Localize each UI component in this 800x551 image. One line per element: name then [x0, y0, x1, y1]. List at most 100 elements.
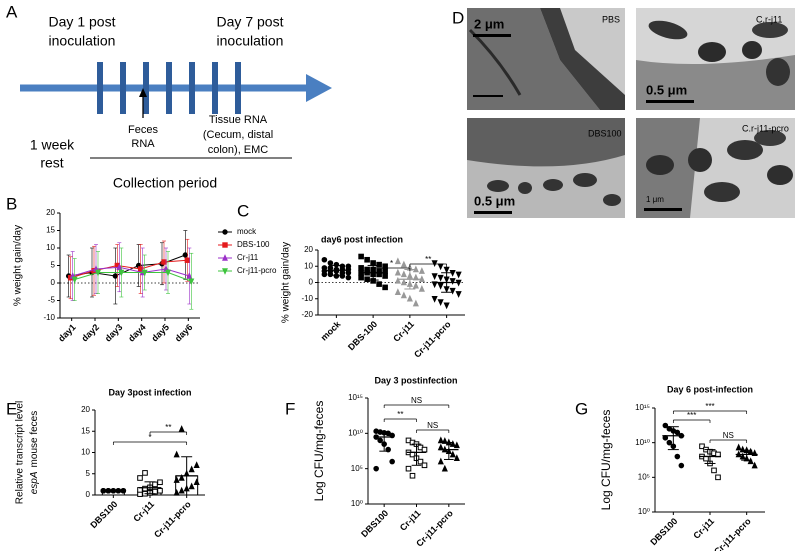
data-point: [453, 454, 460, 462]
data-point: [405, 465, 412, 472]
panel-label: D: [452, 8, 464, 27]
series-line: [74, 272, 192, 282]
legend-marker: [222, 254, 228, 261]
data-point: [345, 274, 352, 281]
y-tick-label: -10: [301, 294, 313, 303]
data-point: [449, 450, 456, 458]
panel-label: G: [575, 399, 588, 418]
data-point: [358, 274, 364, 281]
micrograph: [467, 118, 625, 218]
data-point: [358, 265, 364, 271]
y-tick-label: 0: [86, 490, 91, 499]
chart-title: Day 3post infection: [108, 387, 191, 397]
data-point: [377, 437, 383, 444]
x-tick-label: day5: [150, 322, 172, 344]
x-tick-label: DBS100: [359, 508, 390, 539]
rest-label: rest: [40, 155, 63, 171]
y-tick-label: 10¹⁵: [635, 403, 650, 412]
panel-label: A: [6, 2, 18, 21]
x-tick-label: Cr-j11: [131, 499, 156, 524]
start-label: inoculation: [49, 33, 116, 49]
legend-marker: [222, 268, 228, 275]
data-point: [394, 288, 401, 296]
data-point: [394, 268, 401, 276]
data-point: [370, 260, 376, 266]
data-point: [418, 285, 425, 292]
y-tick-label: 10⁰: [351, 499, 363, 508]
y-tick-label: 10: [81, 448, 90, 457]
data-point: [118, 269, 125, 277]
data-point: [747, 447, 754, 455]
data-point: [418, 267, 425, 274]
y-axis-label: Relative transcript level: [15, 401, 26, 504]
data-point: [137, 475, 143, 481]
data-point: [173, 476, 180, 483]
data-point: [394, 276, 401, 284]
panel-label: E: [6, 399, 17, 418]
y-axis-label: espA mouse feces: [29, 411, 40, 495]
y-tick-label: 10⁵: [638, 472, 650, 481]
data-point: [364, 276, 370, 283]
data-point: [662, 422, 669, 429]
data-point: [666, 439, 673, 446]
end-label: Day 7 post: [217, 14, 284, 30]
significance-label: **: [165, 423, 171, 432]
rest-label: 1 week: [30, 137, 75, 153]
data-point: [449, 440, 456, 447]
arrow-head: [306, 74, 332, 102]
image-caption: C.r-j11-pcro: [742, 123, 789, 133]
data-point: [165, 269, 171, 277]
data-point: [437, 274, 444, 282]
y-tick-label: 20: [46, 208, 55, 217]
data-point: [739, 445, 746, 453]
y-tick-label: 0: [309, 278, 314, 287]
data-point: [747, 457, 754, 465]
significance-label: NS: [427, 421, 438, 430]
significance-label: **: [425, 255, 431, 264]
y-axis-label-italic: espA: [29, 471, 40, 494]
data-point: [327, 271, 334, 278]
data-point: [188, 278, 195, 286]
significance-label: *: [390, 259, 393, 268]
panel-label: F: [285, 399, 295, 418]
data-point: [394, 257, 401, 265]
image-caption: PBS: [602, 14, 620, 24]
y-tick-label: 10¹⁰: [348, 428, 363, 437]
data-point: [186, 272, 193, 279]
scale-bar-label: 0.5 μm: [474, 193, 515, 208]
data-point: [157, 487, 163, 494]
micrographs: D: [452, 8, 795, 218]
scale-bar-label: 1 μm: [646, 195, 664, 204]
micrograph: [636, 118, 795, 218]
y-axis-label: Log CFU/mg-feces: [599, 410, 613, 511]
data-point: [437, 282, 444, 290]
data-point: [751, 461, 758, 469]
period-label: Collection period: [113, 175, 217, 191]
data-point: [431, 260, 438, 267]
chart-title: Day 6 post-infection: [667, 384, 753, 394]
data-point: [455, 291, 462, 298]
data-point: [152, 488, 158, 495]
significance-label: **: [397, 410, 403, 419]
tissue-label: Tissue RNA: [209, 114, 268, 126]
data-point: [417, 458, 424, 465]
y-tick-label: 0: [51, 278, 56, 287]
legend-label: Cr-j11-pcro: [237, 266, 277, 275]
significance-label: *: [148, 433, 151, 442]
y-tick-label: 5: [51, 261, 56, 270]
y-tick-label: 5: [86, 469, 91, 478]
y-tick-label: 15: [46, 226, 55, 235]
y-tick-label: 20: [304, 245, 313, 254]
y-tick-label: 10: [46, 243, 55, 252]
data-point: [321, 256, 328, 263]
data-point: [678, 462, 685, 469]
data-point: [376, 281, 382, 287]
x-tick-label: Cr-j11-pcro: [412, 319, 453, 360]
data-point: [71, 276, 78, 284]
data-point: [321, 271, 328, 278]
significance-label: ***: [687, 411, 696, 420]
data-point: [95, 269, 101, 277]
x-tick-label: DBS100: [648, 516, 679, 547]
x-tick-label: Cr-j11: [691, 516, 716, 541]
y-tick-label: 10¹⁰: [635, 438, 650, 447]
